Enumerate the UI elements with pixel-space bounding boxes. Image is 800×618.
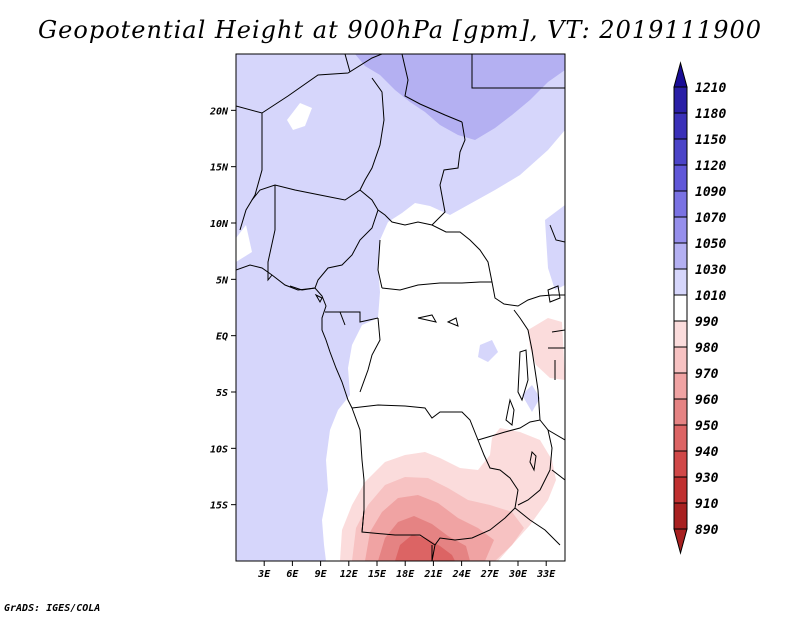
colorbar-label: 1070 xyxy=(695,211,726,226)
lon-tick-label: 18E xyxy=(396,569,415,580)
colorbar-segment xyxy=(673,112,688,140)
lon-tick-label: 33E xyxy=(536,569,556,580)
lat-tick-label: 20N xyxy=(209,106,229,117)
lat-tick-label: 15N xyxy=(210,163,229,174)
colorbar-label: 1010 xyxy=(695,289,726,304)
colorbar-segment xyxy=(673,138,688,166)
field-hole-b xyxy=(236,225,252,262)
field-1010-1030 xyxy=(236,54,565,561)
lon-tick-label: 3E xyxy=(257,569,271,580)
colorbar-segment xyxy=(673,398,688,426)
colorbar-top-arrow xyxy=(673,61,688,88)
colorbar-label: 1180 xyxy=(695,107,726,122)
colorbar-label: 950 xyxy=(695,419,719,434)
colorbar-bottom-arrow xyxy=(673,528,688,555)
colorbar-segment xyxy=(673,190,688,218)
lat-tick-label: EQ xyxy=(216,332,228,343)
map-field xyxy=(236,54,565,561)
field-patch-b xyxy=(522,385,540,412)
field-980-990-b xyxy=(528,318,565,380)
colorbar-segment xyxy=(673,294,688,322)
colorbar-label: 970 xyxy=(695,367,719,382)
colorbar-label: 1210 xyxy=(695,81,726,96)
colorbar-label: 1030 xyxy=(695,263,726,278)
lat-tick-label: 10N xyxy=(210,219,229,230)
colorbar-segment xyxy=(673,216,688,244)
lat-tick-label: 5N xyxy=(216,275,229,286)
colorbar-segment xyxy=(673,450,688,478)
lat-tick-label: 10S xyxy=(210,444,228,455)
colorbar-label: 1120 xyxy=(695,159,726,174)
colorbar-segment xyxy=(673,242,688,270)
footer-credit: GrADS: IGES/COLA xyxy=(4,603,101,614)
colorbar-label: 940 xyxy=(695,445,719,460)
longitude-axis: 3E 6E 9E 12E 15E 18E 21E 24E 27E 30E 33E xyxy=(257,561,556,580)
colorbar-segment xyxy=(673,476,688,504)
colorbar-segment xyxy=(673,502,688,530)
lon-tick-label: 21E xyxy=(423,569,443,580)
field-patch-a xyxy=(478,340,498,362)
lat-tick-label: 15S xyxy=(210,501,228,512)
lon-tick-label: 12E xyxy=(340,569,359,580)
colorbar-label: 890 xyxy=(695,523,719,538)
colorbar-label: 980 xyxy=(695,341,719,356)
colorbar-segment xyxy=(673,320,688,348)
country-borders xyxy=(236,54,565,561)
colorbar-label: 1150 xyxy=(695,133,726,148)
lat-tick-label: 5S xyxy=(216,388,228,399)
colorbar-segment xyxy=(673,346,688,374)
colorbar-label: 960 xyxy=(695,393,719,408)
lon-tick-label: 24E xyxy=(452,569,472,580)
lon-tick-label: 15E xyxy=(368,569,387,580)
colorbar-segment xyxy=(673,372,688,400)
lon-tick-label: 30E xyxy=(508,569,528,580)
lon-tick-label: 27E xyxy=(480,569,500,580)
map-frame xyxy=(235,53,566,562)
map-title: Geopotential Height at 900hPa [gpm], VT:… xyxy=(38,16,762,44)
colorbar-segment xyxy=(673,164,688,192)
lakes xyxy=(314,285,561,472)
colorbar-segment xyxy=(673,86,688,114)
colorbar-label: 1090 xyxy=(695,185,726,200)
colorbar-label: 990 xyxy=(695,315,719,330)
field-hole-a xyxy=(287,103,312,130)
colorbar-label: 1050 xyxy=(695,237,726,252)
colorbar: 1210 1180 1150 1120 1090 1070 1050 1030 1010 990 9… xyxy=(673,61,726,555)
colorbar-label: 930 xyxy=(695,471,719,486)
field-940-950 xyxy=(395,535,455,561)
colorbar-label: 910 xyxy=(695,497,719,512)
lon-tick-label: 9E xyxy=(315,569,328,580)
field-1030-1050 xyxy=(355,54,565,140)
colorbar-segment xyxy=(673,268,688,296)
lon-tick-label: 6E xyxy=(286,569,299,580)
latitude-axis: 20N 15N 10N 5N EQ 5S 10S 15S xyxy=(209,106,236,512)
colorbar-segment xyxy=(673,424,688,452)
